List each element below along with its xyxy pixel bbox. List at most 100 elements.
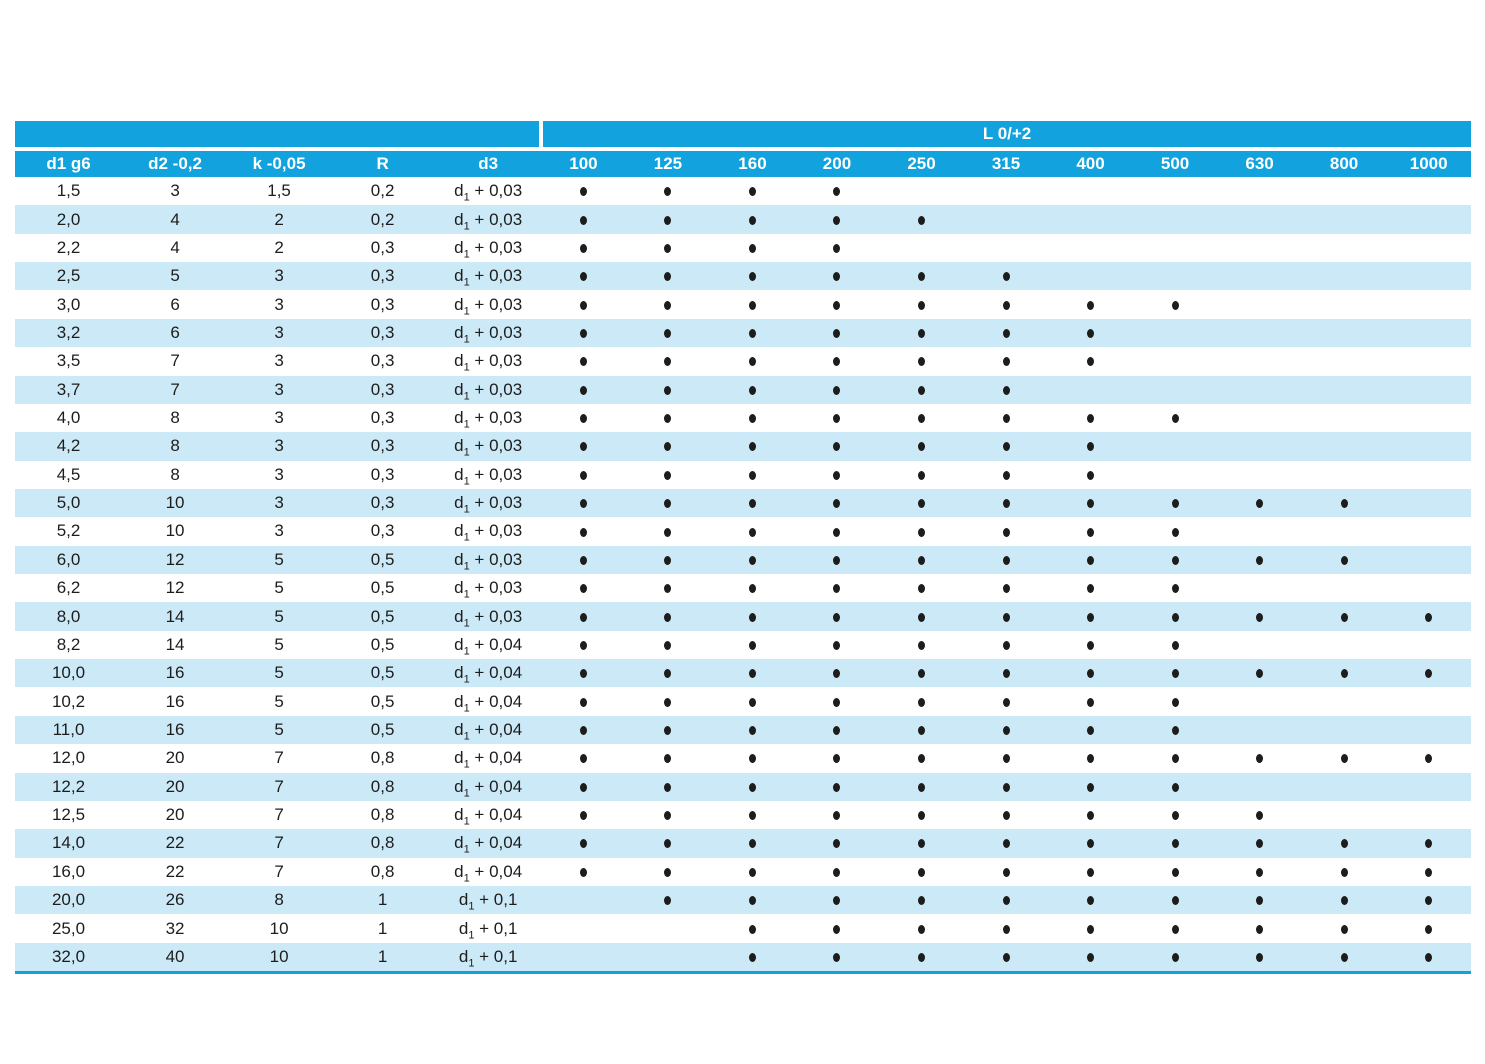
k-cell: 3 — [274, 351, 284, 371]
table-row: 4,2 8 3 0,3 d1 + 0,03 — [15, 432, 1471, 461]
dot-cell — [710, 404, 795, 432]
availability-dot — [1171, 640, 1179, 650]
availability-dot — [1087, 896, 1095, 906]
availability-dot — [833, 442, 841, 452]
table-row: 4,5 8 3 0,3 d1 + 0,03 — [15, 460, 1471, 489]
d1-cell: 12,0 — [51, 748, 86, 768]
d1-cell: 3,7 — [56, 379, 81, 399]
dot-cell — [1386, 687, 1471, 715]
table-row: 20,0 26 8 1 d1 + 0,1 — [15, 885, 1471, 915]
availability-dot — [579, 499, 587, 509]
r-cell: 0,3 — [370, 294, 395, 314]
dot-cell — [710, 376, 795, 404]
column-header-d2: d2 -0,2 — [122, 149, 229, 177]
d1-cell: 14,0 — [51, 833, 86, 853]
dot-cell — [1217, 858, 1302, 886]
table-row: 3,7 7 3 0,3 d1 + 0,03 — [15, 375, 1471, 404]
availability-dot — [579, 187, 587, 197]
dot-cell — [1048, 347, 1133, 375]
dot-cell — [541, 546, 626, 574]
dot-cell — [795, 631, 880, 659]
d3-cell: d1 + 0,03 — [454, 606, 523, 629]
dot-cell — [626, 631, 711, 659]
dot-cell — [795, 290, 880, 318]
dot-cell — [1048, 602, 1133, 630]
dot-cell — [1133, 319, 1218, 347]
dot-cell — [1133, 744, 1218, 772]
dot-cell — [626, 914, 711, 942]
availability-dot — [1087, 839, 1095, 849]
d3-cell: d1 + 0,03 — [454, 181, 523, 204]
d2-cell: 3 — [170, 181, 180, 201]
availability-dot — [833, 527, 841, 537]
dot-cell — [1133, 517, 1218, 545]
dot-cell — [1048, 376, 1133, 404]
availability-dot — [664, 612, 672, 622]
availability-dot — [833, 697, 841, 707]
dot-cell — [879, 744, 964, 772]
dot-cell — [541, 574, 626, 602]
availability-dot — [664, 584, 672, 594]
availability-dot — [1256, 896, 1264, 906]
d1-cell: 5,2 — [56, 521, 81, 541]
table-row: 2,2 4 2 0,3 d1 + 0,03 — [15, 233, 1471, 263]
r-cell: 0,2 — [370, 209, 395, 229]
r-cell: 0,5 — [370, 578, 395, 598]
table-row: 8,2 14 5 0,5 d1 + 0,04 — [15, 630, 1471, 660]
dot-cell — [879, 234, 964, 262]
dot-cell — [1048, 489, 1133, 517]
availability-dot — [1171, 754, 1179, 764]
dot-cell — [1302, 290, 1387, 318]
dot-cell — [964, 177, 1049, 205]
table-row: 12,2 20 7 0,8 d1 + 0,04 — [15, 772, 1471, 801]
availability-dot — [1340, 669, 1348, 679]
availability-dot — [833, 499, 841, 509]
availability-dot — [1002, 357, 1010, 367]
dot-cell — [1302, 517, 1387, 545]
r-cell: 1 — [377, 946, 388, 966]
dot-cell — [879, 773, 964, 801]
dot-cell — [879, 262, 964, 290]
availability-dot — [1171, 952, 1179, 962]
dot-cell — [1133, 886, 1218, 914]
group-header-row: L 0/+2 — [15, 121, 1471, 151]
availability-dot — [748, 527, 756, 537]
dot-cell — [879, 205, 964, 233]
d1-cell: 2,5 — [56, 266, 81, 286]
dot-cell — [1048, 234, 1133, 262]
dot-cell — [1217, 687, 1302, 715]
dot-cell — [964, 773, 1049, 801]
d2-cell: 4 — [170, 237, 180, 257]
d2-cell: 7 — [170, 379, 180, 399]
dot-cell — [1048, 290, 1133, 318]
availability-dot — [1340, 896, 1348, 906]
availability-dot — [1002, 385, 1010, 395]
dot-cell — [626, 744, 711, 772]
availability-dot — [579, 357, 587, 367]
dot-cell — [541, 744, 626, 772]
availability-dot — [833, 215, 841, 225]
availability-dot — [833, 612, 841, 622]
dot-cell — [626, 716, 711, 744]
availability-dot — [664, 414, 672, 424]
column-header-length-160: 160 — [710, 149, 795, 177]
availability-dot — [579, 726, 587, 736]
availability-dot — [1425, 839, 1433, 849]
d2-cell: 20 — [165, 776, 185, 796]
column-header-k: k -0,05 — [228, 149, 331, 177]
availability-dot — [918, 782, 925, 792]
availability-dot — [579, 272, 587, 282]
availability-dot — [664, 640, 672, 650]
d1-cell: 20,0 — [51, 890, 86, 910]
dot-cell — [626, 319, 711, 347]
availability-dot — [1425, 669, 1433, 679]
dot-cell — [1386, 489, 1471, 517]
availability-dot — [833, 952, 841, 962]
availability-dot — [1002, 839, 1010, 849]
dot-cell — [626, 858, 711, 886]
availability-dot — [1171, 584, 1179, 594]
d1-cell: 2,2 — [56, 237, 81, 257]
availability-dot — [1340, 499, 1348, 509]
k-cell: 5 — [274, 720, 284, 739]
table-row: 12,0 20 7 0,8 d1 + 0,04 — [15, 744, 1471, 773]
